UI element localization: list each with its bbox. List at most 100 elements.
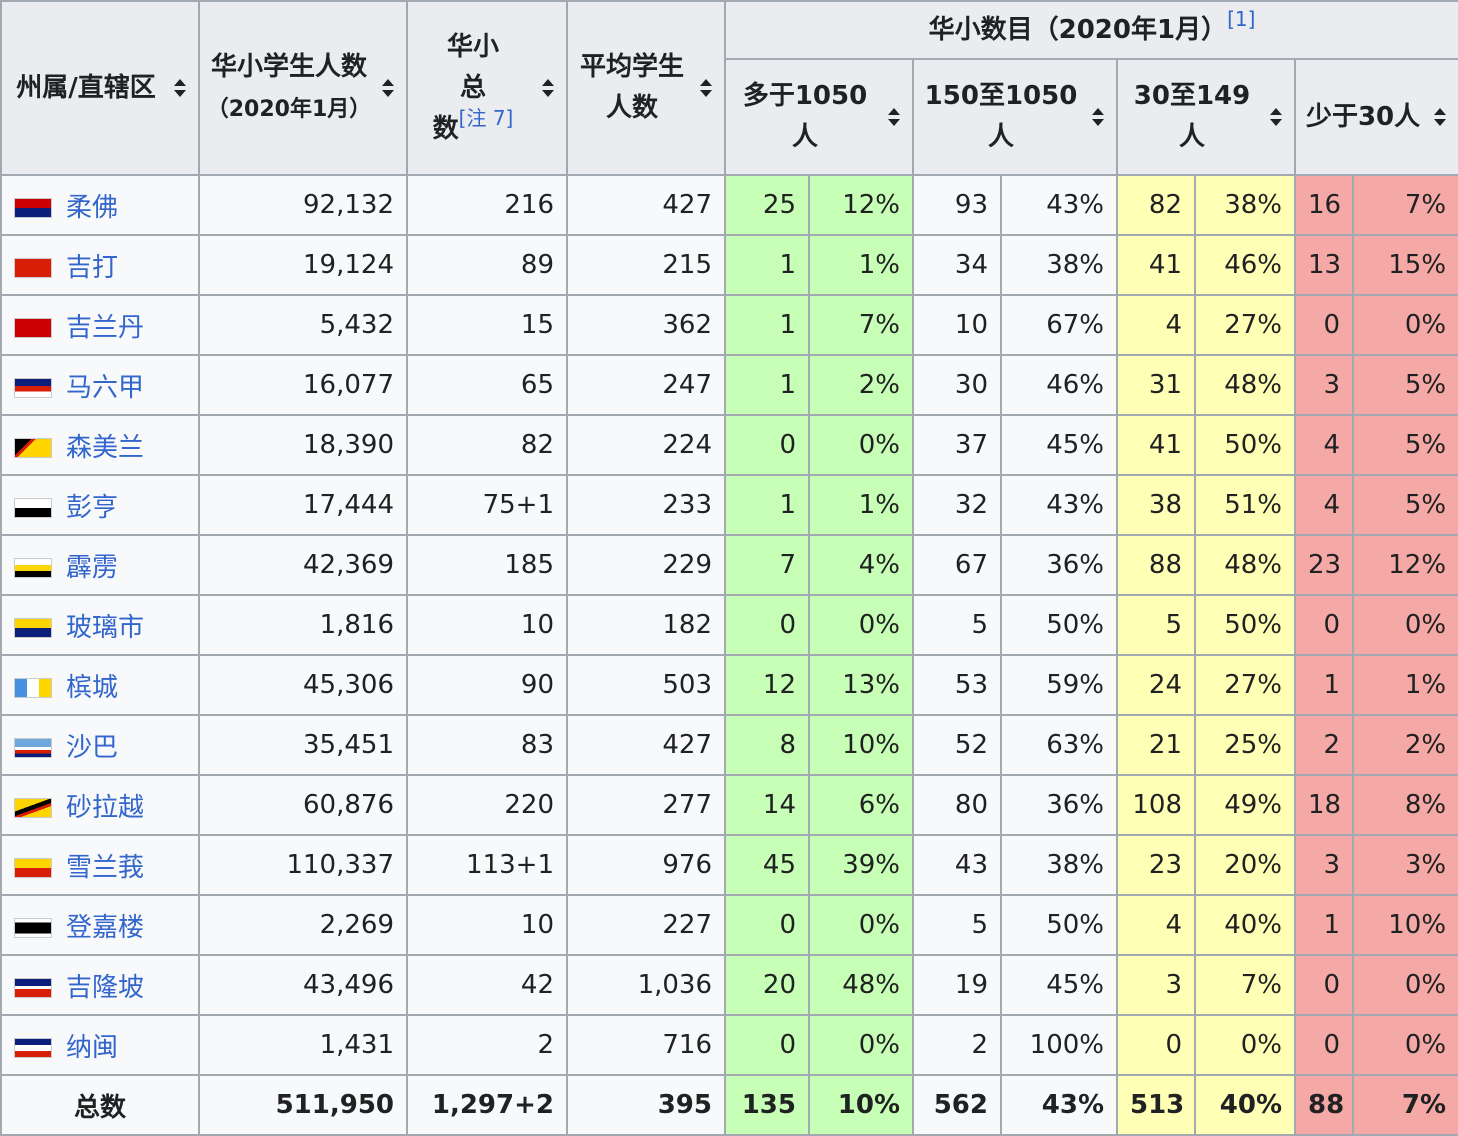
dp-cell: 0%	[1351, 1014, 1458, 1076]
kelantan-flag-icon	[14, 317, 52, 338]
state-link[interactable]: 吉兰丹	[66, 312, 145, 343]
state-link[interactable]: 柔佛	[66, 192, 119, 223]
30-149-column-header[interactable]: 30至149人	[1116, 58, 1296, 176]
c-cell: 88	[1116, 534, 1196, 596]
total-schools-column-header[interactable]: 华小总数[注 7]	[406, 0, 568, 176]
schools-cell: 220	[406, 774, 568, 836]
state-link[interactable]: 彭亨	[66, 492, 119, 523]
state-cell: 吉打	[0, 234, 200, 296]
sort-icon[interactable]	[542, 79, 554, 97]
table-row: 雪兰莪 110,337 113+1 976 45 39% 43 38% 23 20% 3 3%	[0, 834, 1458, 896]
table-row: 吉打 19,124 89 215 1 1% 34 38% 41 46% 13 15%	[0, 234, 1458, 296]
sort-icon[interactable]	[174, 79, 186, 97]
avg-cell: 716	[566, 1014, 726, 1076]
state-link[interactable]: 沙巴	[66, 732, 119, 763]
sort-icon[interactable]	[700, 79, 712, 97]
sort-icon[interactable]	[1270, 108, 1282, 126]
bp-cell: 59%	[1000, 654, 1118, 716]
state-cell: 吉兰丹	[0, 294, 200, 356]
sabah-flag-icon	[14, 737, 52, 758]
cp-cell: 27%	[1194, 654, 1296, 716]
d-cell: 3	[1294, 834, 1354, 896]
state-link[interactable]: 霹雳	[66, 552, 119, 583]
avg-cell: 427	[566, 174, 726, 236]
students-cell: 2,269	[198, 894, 408, 956]
schools-cell: 42	[406, 954, 568, 1016]
table-row: 柔佛 92,132 216 427 25 12% 93 43% 82 38% 16 7%	[0, 174, 1458, 236]
c-cell: 38	[1116, 474, 1196, 536]
schools-cell: 89	[406, 234, 568, 296]
a-cell: 1	[724, 294, 810, 356]
sort-icon[interactable]	[1092, 108, 1104, 126]
a-cell: 0	[724, 894, 810, 956]
bp-cell: 45%	[1000, 414, 1118, 476]
footnote-link[interactable]: [注 7]	[458, 105, 514, 130]
reference-link[interactable]: [1]	[1227, 7, 1256, 31]
dp-cell: 1%	[1351, 654, 1458, 716]
state-link[interactable]: 吉隆坡	[66, 972, 145, 1003]
avg-cell: 362	[566, 294, 726, 356]
schools-cell: 65	[406, 354, 568, 416]
avg-cell: 395	[566, 1074, 726, 1136]
avg-cell: 229	[566, 534, 726, 596]
b-cell: 19	[912, 954, 1002, 1016]
under-30-column-header[interactable]: 少于30人	[1293, 58, 1458, 176]
ap-cell: 0%	[808, 894, 914, 956]
sort-icon[interactable]	[1434, 108, 1447, 126]
d-cell: 1	[1294, 654, 1354, 716]
state-link[interactable]: 登嘉楼	[66, 912, 145, 943]
a-cell: 20	[724, 954, 810, 1016]
150-1050-column-header[interactable]: 150至1050人	[912, 58, 1118, 176]
avg-cell: 277	[566, 774, 726, 836]
students-cell: 511,950	[198, 1074, 408, 1136]
ap-cell: 2%	[808, 354, 914, 416]
state-cell: 总数	[0, 1074, 200, 1136]
avg-cell: 1,036	[566, 954, 726, 1016]
cp-cell: 50%	[1194, 594, 1296, 656]
ap-cell: 1%	[808, 474, 914, 536]
cp-cell: 50%	[1194, 414, 1296, 476]
bp-cell: 45%	[1000, 954, 1118, 1016]
c-cell: 5	[1116, 594, 1196, 656]
negeri-sembilan-flag-icon	[14, 437, 52, 458]
c-cell: 41	[1116, 414, 1196, 476]
d-cell: 2	[1294, 714, 1354, 776]
cp-cell: 20%	[1194, 834, 1296, 896]
cp-cell: 51%	[1194, 474, 1296, 536]
a-cell: 12	[724, 654, 810, 716]
table-row: 玻璃市 1,816 10 182 0 0% 5 50% 5 50% 0 0%	[0, 594, 1458, 656]
state-link[interactable]: 森美兰	[66, 432, 145, 463]
state-link[interactable]: 槟城	[66, 672, 119, 703]
sort-icon[interactable]	[888, 108, 900, 126]
b-cell: 32	[912, 474, 1002, 536]
d-cell: 23	[1294, 534, 1354, 596]
state-link[interactable]: 吉打	[66, 252, 119, 283]
students-column-header[interactable]: 华小学生人数 （2020年1月）	[198, 0, 408, 176]
sort-icon[interactable]	[382, 79, 394, 97]
schools-cell: 10	[406, 894, 568, 956]
dp-cell: 2%	[1351, 714, 1458, 776]
state-link[interactable]: 纳闽	[66, 1032, 119, 1063]
c-cell: 21	[1116, 714, 1196, 776]
state-link[interactable]: 玻璃市	[66, 612, 145, 643]
table-row: 吉兰丹 5,432 15 362 1 7% 10 67% 4 27% 0 0%	[0, 294, 1458, 356]
cp-cell: 48%	[1194, 354, 1296, 416]
c-cell: 82	[1116, 174, 1196, 236]
state-link[interactable]: 砂拉越	[66, 792, 145, 823]
table-row: 槟城 45,306 90 503 12 13% 53 59% 24 27% 1 1%	[0, 654, 1458, 716]
kedah-flag-icon	[14, 257, 52, 278]
state-link[interactable]: 雪兰莪	[66, 852, 145, 883]
b-cell: 30	[912, 354, 1002, 416]
average-students-column-header[interactable]: 平均学生人数	[566, 0, 726, 176]
cp-cell: 25%	[1194, 714, 1296, 776]
c-cell: 4	[1116, 294, 1196, 356]
dp-cell: 15%	[1351, 234, 1458, 296]
c-cell: 0	[1116, 1014, 1196, 1076]
ap-cell: 13%	[808, 654, 914, 716]
students-cell: 19,124	[198, 234, 408, 296]
d-cell: 1	[1294, 894, 1354, 956]
state-link[interactable]: 马六甲	[66, 372, 145, 403]
over-1050-column-header[interactable]: 多于1050人	[724, 58, 914, 176]
state-column-header[interactable]: 州属/直辖区	[0, 0, 200, 176]
